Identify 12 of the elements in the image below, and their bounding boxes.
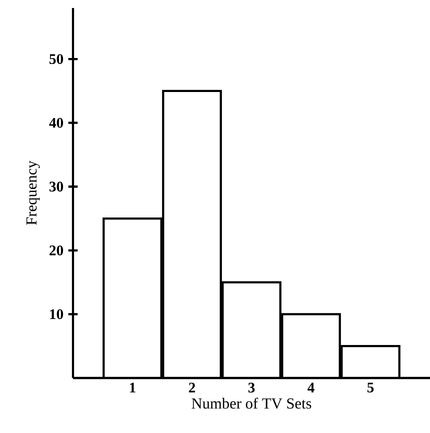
x-tick-label: 4 bbox=[308, 382, 314, 392]
x-axis-title: Number of TV Sets bbox=[192, 398, 312, 409]
y-tick-label: 50 bbox=[50, 54, 64, 64]
x-tick-label: 1 bbox=[130, 382, 136, 392]
x-tick-label: 3 bbox=[248, 382, 255, 393]
y-tick-label: 10 bbox=[50, 309, 64, 320]
x-tick-label: 5 bbox=[367, 382, 374, 392]
x-tick-label: 2 bbox=[188, 382, 196, 392]
y-tick-label: 30 bbox=[50, 182, 64, 192]
y-tick-label: 20 bbox=[50, 245, 64, 256]
y-tick-label: 40 bbox=[49, 118, 64, 128]
y-axis-title: Frequency bbox=[26, 160, 40, 225]
